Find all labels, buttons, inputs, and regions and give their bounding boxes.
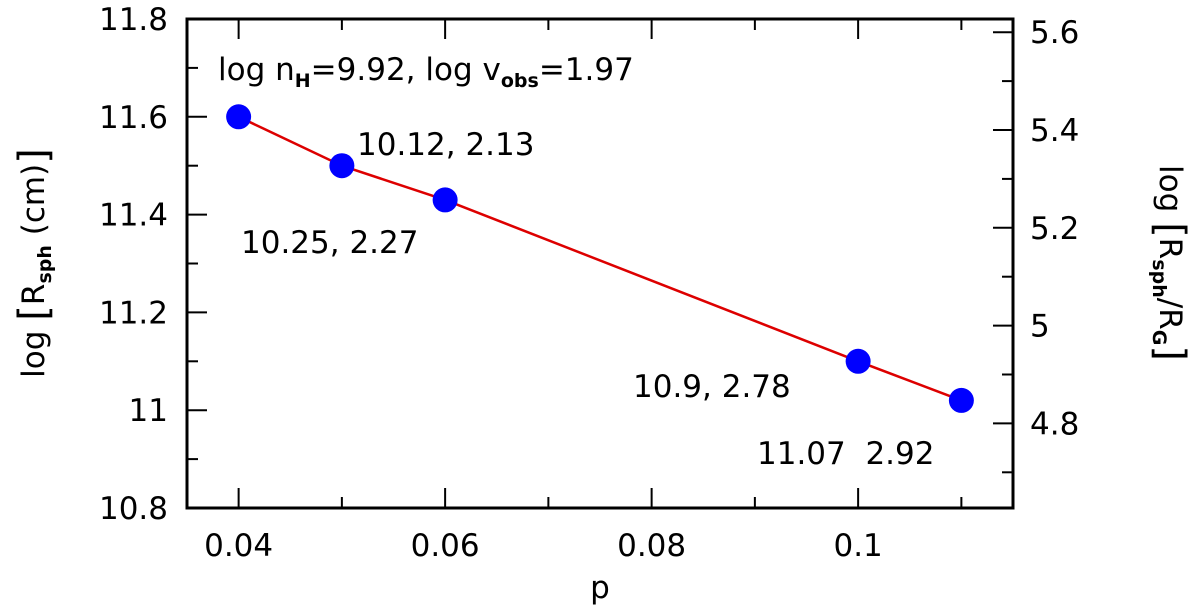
y-left-R: R (16, 284, 52, 306)
plot-frame (185, 17, 1015, 510)
y-left-suffix: (cm) (16, 164, 52, 245)
x-axis-title: p (590, 570, 610, 606)
header-v-sub: obs (501, 70, 539, 92)
data-point (329, 153, 355, 179)
x-tick-label: 0.04 (204, 528, 273, 564)
y-tick-label-left: 11.8 (99, 2, 168, 38)
y-right-bracket-close: ] (1147, 345, 1193, 361)
y-tick-label-left: 10.8 (99, 491, 168, 527)
y-tick-label-left: 11 (129, 393, 168, 429)
data-point (432, 187, 458, 213)
x-tick-label: 0.1 (833, 528, 882, 564)
y-tick-label-left: 11.2 (99, 295, 168, 331)
y-tick-label-left: 11.4 (99, 198, 168, 234)
y-right-R: R (1152, 238, 1188, 260)
y-right-bracket-open: [ (1147, 222, 1193, 238)
annotation-2: 10.25, 2.27 (241, 225, 418, 261)
header-n-sub: H (295, 70, 311, 92)
series-markers (226, 104, 974, 413)
x-tick-label: 0.06 (411, 528, 480, 564)
x-tick-label: 0.08 (617, 528, 686, 564)
header-n-value: =9.92, log v (311, 52, 501, 88)
y-tick-label-left: 11.6 (99, 100, 168, 136)
axis-tick-labels: 0.04 0.06 0.08 0.1 10.8 11 11.2 11.4 11.6 11.8 4.8… (99, 2, 1079, 564)
data-point (845, 348, 871, 374)
y-tick-label-right: 5.4 (1030, 113, 1079, 149)
y-right-mid: /R (1152, 298, 1188, 330)
y-axis-title-right: log [Rsph/RG] (1147, 165, 1193, 361)
data-point (226, 104, 252, 130)
header-v-value: =1.97 (539, 52, 634, 88)
y-tick-label-right: 5 (1030, 309, 1050, 345)
y-right-prefix: log (1152, 165, 1188, 222)
y-right-sub: sph (1148, 259, 1170, 297)
annotation-3: 10.9, 2.78 (633, 369, 791, 405)
y-left-prefix: log (16, 321, 52, 378)
annotation-4: 11.07 2.92 (757, 436, 934, 472)
y-right-sub2: G (1148, 330, 1170, 346)
y-left-sub: sph (34, 245, 56, 283)
y-tick-label-right: 4.8 (1030, 406, 1079, 442)
y-left-bracket-open: [ (11, 305, 57, 321)
y-tick-label-right: 5.2 (1030, 211, 1079, 247)
header-annotation: log nH=9.92, log vobs=1.97 (218, 52, 634, 92)
y-tick-label-right: 5.6 (1030, 15, 1079, 51)
annotation-1: 10.12, 2.13 (357, 127, 534, 163)
y-left-bracket-close: ] (11, 148, 57, 164)
header-log-n: log n (218, 52, 295, 88)
axis-ticks (187, 18, 1013, 509)
data-point (948, 387, 974, 413)
y-axis-title-left: log [Rsph (cm)] (11, 148, 57, 378)
